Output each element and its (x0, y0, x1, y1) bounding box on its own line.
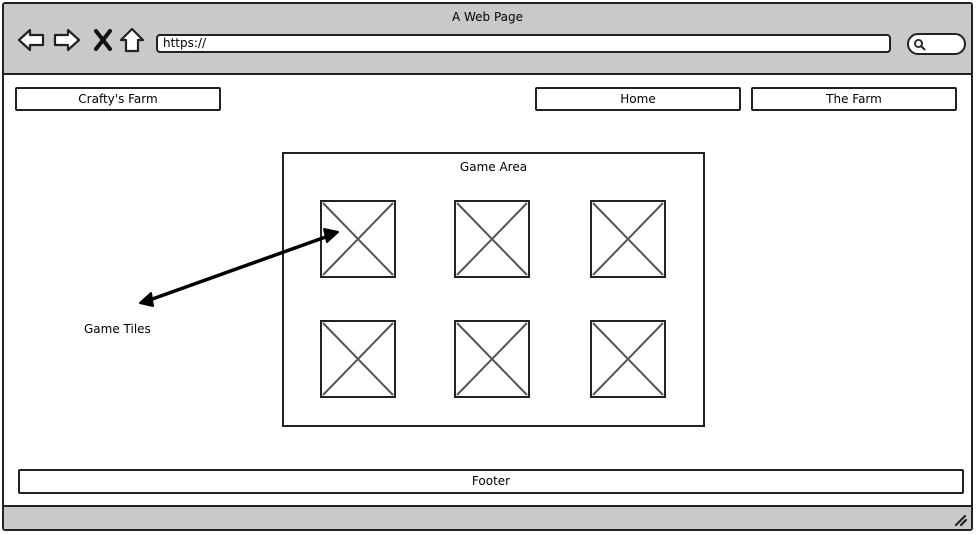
nav-the-farm-label: The Farm (826, 92, 882, 106)
nav-home[interactable]: Home (535, 87, 741, 111)
resize-grip-icon[interactable] (953, 512, 967, 526)
search-icon (914, 39, 926, 51)
close-icon[interactable] (88, 25, 118, 55)
browser-titlebar: A Web Page https:// (4, 4, 971, 75)
window-title: A Web Page (451, 10, 524, 24)
forward-arrow-icon[interactable] (52, 25, 82, 55)
game-tile-2[interactable] (454, 200, 530, 278)
site-logo-label: Crafty's Farm (78, 92, 158, 106)
browser-statusbar (4, 505, 971, 529)
site-logo-box[interactable]: Crafty's Farm (15, 87, 221, 111)
game-tiles-callout-label: Game Tiles (84, 322, 151, 336)
game-area-title: Game Area (459, 160, 528, 174)
game-tile-4[interactable] (320, 320, 396, 398)
nav-home-label: Home (620, 92, 656, 106)
game-area: Game Area (282, 152, 705, 427)
address-bar[interactable]: https:// (156, 34, 891, 53)
game-tile-3[interactable] (590, 200, 666, 278)
game-tile-6[interactable] (590, 320, 666, 398)
game-tile-1[interactable] (320, 200, 396, 278)
page-footer: Footer (18, 469, 964, 494)
search-box[interactable] (907, 33, 966, 55)
home-icon[interactable] (117, 25, 147, 55)
nav-the-farm[interactable]: The Farm (751, 87, 957, 111)
back-arrow-icon[interactable] (16, 25, 46, 55)
footer-label: Footer (471, 474, 511, 488)
game-tile-5[interactable] (454, 320, 530, 398)
